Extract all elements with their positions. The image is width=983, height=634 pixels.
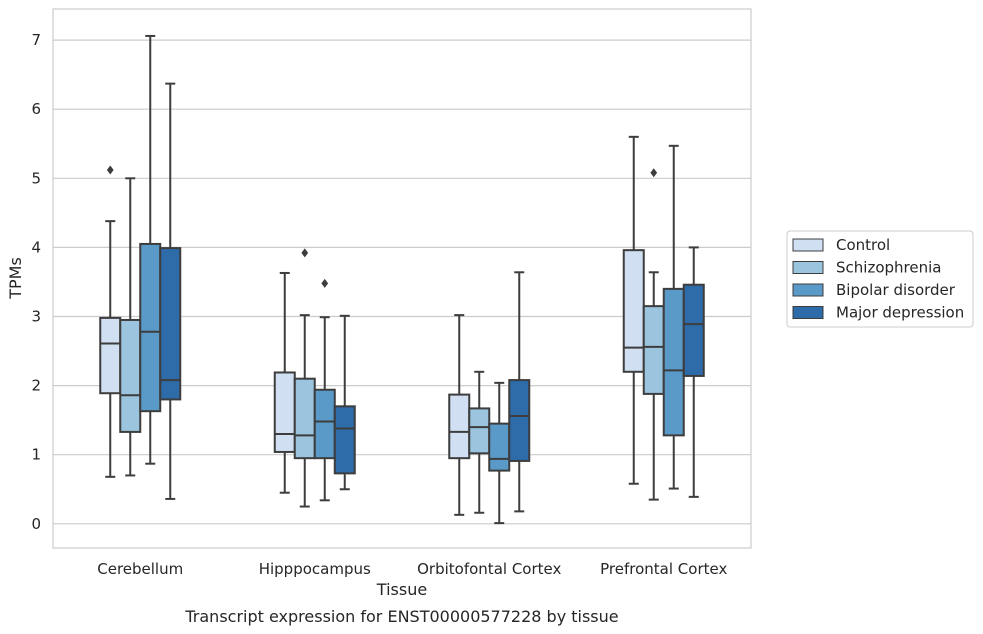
box-series: [99, 34, 705, 525]
x-tick-label: Prefrontal Cortex: [600, 560, 727, 578]
plot-frame: [52, 8, 752, 549]
y-tick-label: 2: [31, 377, 41, 395]
box-control-3: [622, 135, 645, 485]
legend-label: Control: [836, 236, 890, 254]
legend-label: Bipolar disorder: [836, 281, 956, 299]
y-tick-label: 3: [31, 308, 41, 326]
legend-label: Schizophrenia: [836, 259, 941, 277]
box-schizophrenia-1: [293, 248, 316, 508]
box-bipolar-disorder-2: [488, 381, 511, 525]
y-tick-label: 1: [31, 446, 41, 464]
x-ticks: Cerebellum Hipppocampus Orbitofontal Corte…: [97, 560, 727, 578]
x-axis-label: Tissue: [376, 580, 427, 599]
box-control-2: [448, 314, 471, 516]
box-major-depression-2: [508, 271, 531, 513]
box-iqr: [642, 305, 665, 395]
y-tick-label: 6: [31, 100, 41, 118]
box-control-0: [99, 165, 122, 478]
box-iqr: [293, 377, 316, 460]
y-tick-label: 4: [31, 238, 41, 256]
legend-swatch: [792, 283, 824, 297]
box-control-1: [273, 271, 296, 494]
outlier-point: [321, 278, 329, 288]
x-tick-label: Cerebellum: [97, 560, 183, 578]
y-tick-label: 7: [31, 31, 41, 49]
box-iqr: [682, 283, 705, 377]
box-schizophrenia-3: [642, 168, 665, 501]
legend-swatch: [792, 238, 824, 252]
box-iqr: [333, 405, 356, 475]
legend-swatch: [792, 306, 824, 319]
legend-label: Major depression: [836, 304, 964, 322]
outlier-point: [301, 248, 309, 258]
box-bipolar-disorder-1: [313, 278, 336, 502]
outlier-point: [106, 165, 114, 175]
box-iqr: [488, 422, 511, 472]
box-iqr: [468, 407, 491, 455]
box-major-depression-1: [333, 314, 356, 491]
box-iqr: [139, 242, 162, 413]
box-schizophrenia-0: [119, 177, 142, 477]
box-major-depression-3: [682, 246, 705, 498]
legend-swatch: [792, 261, 824, 274]
y-axis-label: TPMs: [6, 257, 25, 300]
x-tick-label: Orbitofontal Cortex: [417, 560, 561, 578]
y-tick-label: 0: [31, 515, 41, 533]
box-iqr: [99, 316, 122, 395]
box-iqr: [313, 388, 336, 460]
box-iqr: [662, 287, 685, 437]
chart-caption: Transcript expression for ENST0000057722…: [184, 607, 618, 626]
box-iqr: [119, 318, 142, 433]
box-iqr: [159, 247, 182, 401]
y-ticks: 0 1 2 3 4 5 6 7: [31, 31, 41, 533]
box-bipolar-disorder-3: [662, 144, 685, 490]
box-bipolar-disorder-0: [139, 34, 162, 465]
box-iqr: [273, 371, 296, 453]
legend: Control Schizophrenia Bipolar disorder Majo…: [786, 230, 974, 328]
box-iqr: [448, 393, 471, 460]
box-schizophrenia-2: [468, 370, 491, 514]
box-iqr: [508, 379, 531, 462]
outlier-point: [650, 168, 658, 178]
x-tick-label: Hipppocampus: [259, 560, 371, 578]
legend-frame: [786, 230, 974, 328]
box-iqr: [622, 249, 645, 373]
y-tick-label: 5: [31, 169, 41, 187]
box-major-depression-0: [159, 82, 182, 500]
